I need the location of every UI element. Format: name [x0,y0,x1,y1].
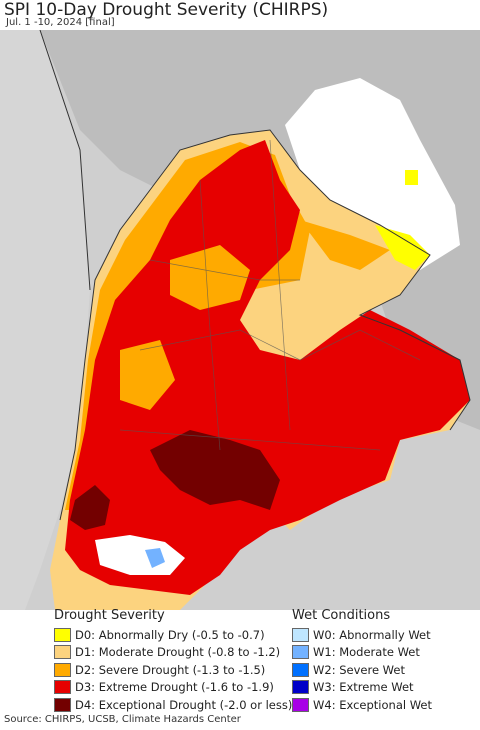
legend-item-w1: W1: Moderate Wet [292,644,432,662]
wet-legend: Wet Conditions W0: Abnormally Wet W1: Mo… [292,608,432,714]
drought-map [0,30,480,610]
legend-swatch-w2 [292,662,309,677]
legend-item-w4: W4: Exceptional Wet [292,696,432,714]
drought-legend: Drought Severity D0: Abnormally Dry (-0.… [54,608,292,714]
legend-label-d4: D4: Exceptional Drought (-2.0 or less) [75,697,293,712]
legend-item-d2: D2: Severe Drought (-1.3 to -1.5) [54,661,292,679]
legend-item-w2: W2: Severe Wet [292,661,432,679]
legend-swatch-d0 [54,627,71,642]
legend-swatch-w1 [292,645,309,660]
legend-swatch-d4 [54,697,71,712]
legend-item-d4: D4: Exceptional Drought (-2.0 or less) [54,696,292,714]
legend-label-d3: D3: Extreme Drought (-1.6 to -1.9) [75,680,274,695]
legend-swatch-w0 [292,627,309,642]
map-subtitle: Jul. 1 -10, 2024 [final] [6,17,115,28]
legend-label-w0: W0: Abnormally Wet [313,627,431,642]
legend-label-w2: W2: Severe Wet [313,662,405,677]
legend-swatch-w3 [292,680,309,695]
source-footer: Source: CHIRPS, UCSB, Climate Hazards Ce… [4,714,241,725]
legend-label-d2: D2: Severe Drought (-1.3 to -1.5) [75,662,266,677]
legend-item-w3: W3: Extreme Wet [292,679,432,697]
drought-legend-title: Drought Severity [54,608,165,623]
legend-item-d3: D3: Extreme Drought (-1.6 to -1.9) [54,679,292,697]
legend-item-d0: D0: Abnormally Dry (-0.5 to -0.7) [54,626,292,644]
legend-swatch-d1 [54,645,71,660]
legend-label-w4: W4: Exceptional Wet [313,697,432,712]
legend-label-d0: D0: Abnormally Dry (-0.5 to -0.7) [75,627,265,642]
legend-label-w3: W3: Extreme Wet [313,680,414,695]
legend-item-w0: W0: Abnormally Wet [292,626,432,644]
wet-legend-title: Wet Conditions [292,608,391,623]
legend-item-d1: D1: Moderate Drought (-0.8 to -1.2) [54,644,292,662]
legend-swatch-d3 [54,680,71,695]
legend-label-w1: W1: Moderate Wet [313,645,420,660]
legend-label-d1: D1: Moderate Drought (-0.8 to -1.2) [75,645,281,660]
legend-swatch-w4 [292,697,309,712]
legend-swatch-d2 [54,662,71,677]
map-title: SPI 10-Day Drought Severity (CHIRPS) [4,0,329,20]
